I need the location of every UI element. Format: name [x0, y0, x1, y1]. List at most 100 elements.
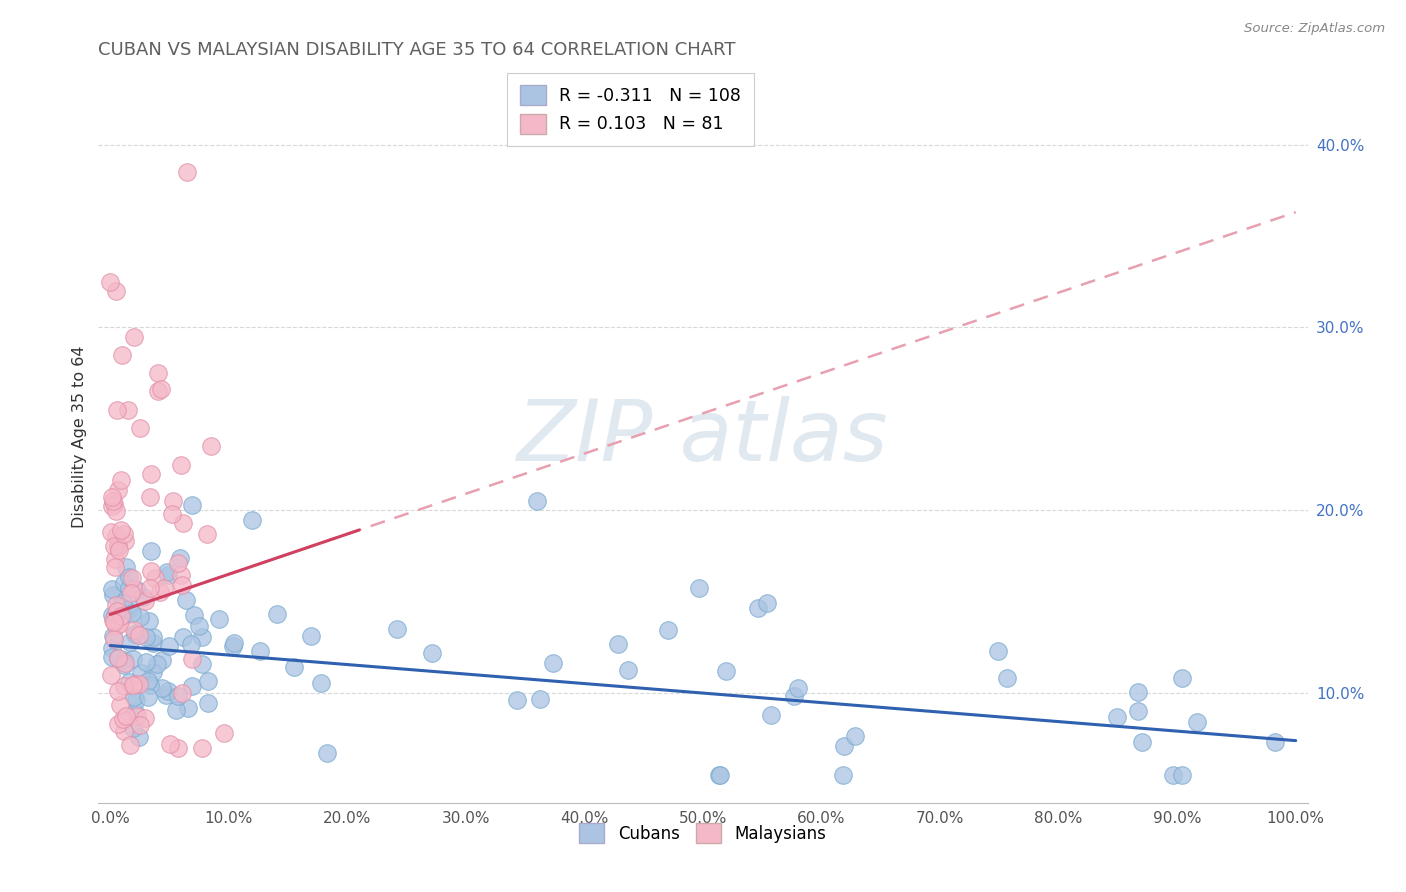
Point: [160, 507, 183, 521]
Point: [136, 690, 159, 704]
Point: [420, 646, 443, 660]
Point: [134, 711, 156, 725]
Point: [132, 590, 155, 604]
Point: [169, 551, 191, 566]
Point: [138, 614, 160, 628]
Point: [159, 737, 181, 751]
Point: [506, 692, 529, 706]
Point: [181, 498, 204, 512]
Point: [104, 552, 127, 566]
Point: [709, 768, 731, 782]
Point: [150, 653, 173, 667]
Point: [124, 677, 146, 691]
Legend: R = -0.311   N = 108, R = 0.103   N = 81: R = -0.311 N = 108, R = 0.103 N = 81: [508, 73, 754, 145]
Point: [1128, 704, 1150, 718]
Point: [122, 582, 145, 596]
Text: Source: ZipAtlas.com: Source: ZipAtlas.com: [1244, 22, 1385, 36]
Point: [1185, 714, 1208, 729]
Point: [120, 738, 142, 752]
Point: [170, 686, 193, 700]
Point: [150, 681, 173, 696]
Point: [155, 688, 177, 702]
Point: [146, 366, 169, 380]
Point: [756, 597, 779, 611]
Point: [707, 768, 730, 782]
Point: [170, 578, 193, 592]
Point: [138, 678, 160, 692]
Point: [105, 284, 128, 298]
Point: [101, 493, 124, 508]
Point: [114, 657, 136, 671]
Point: [172, 630, 194, 644]
Point: [111, 596, 134, 610]
Point: [104, 599, 127, 613]
Point: [104, 504, 127, 518]
Point: [108, 616, 131, 631]
Point: [214, 726, 236, 740]
Point: [103, 496, 125, 510]
Point: [1161, 768, 1184, 782]
Point: [180, 652, 202, 666]
Point: [541, 656, 564, 670]
Point: [782, 689, 804, 703]
Point: [301, 629, 323, 643]
Point: [146, 657, 169, 672]
Point: [128, 677, 150, 691]
Point: [714, 664, 737, 678]
Point: [208, 612, 231, 626]
Point: [283, 660, 305, 674]
Point: [191, 657, 214, 671]
Point: [197, 673, 219, 688]
Point: [112, 576, 135, 591]
Point: [156, 568, 179, 582]
Point: [169, 567, 191, 582]
Point: [117, 402, 139, 417]
Point: [747, 601, 769, 615]
Point: [112, 724, 135, 739]
Point: [136, 673, 159, 688]
Point: [129, 421, 152, 435]
Point: [181, 679, 204, 693]
Point: [105, 529, 128, 543]
Point: [104, 560, 127, 574]
Point: [124, 705, 146, 719]
Point: [1264, 735, 1286, 749]
Text: CUBAN VS MALAYSIAN DISABILITY AGE 35 TO 64 CORRELATION CHART: CUBAN VS MALAYSIAN DISABILITY AGE 35 TO …: [98, 41, 735, 59]
Point: [385, 623, 408, 637]
Point: [118, 601, 141, 615]
Point: [120, 586, 142, 600]
Point: [195, 526, 218, 541]
Point: [107, 650, 129, 665]
Point: [688, 582, 710, 596]
Point: [167, 740, 190, 755]
Point: [121, 571, 143, 585]
Point: [107, 650, 129, 665]
Point: [149, 383, 172, 397]
Point: [142, 665, 165, 680]
Point: [142, 636, 165, 650]
Point: [122, 721, 145, 735]
Point: [101, 629, 124, 643]
Point: [1130, 735, 1153, 749]
Point: [222, 636, 245, 650]
Point: [135, 630, 157, 644]
Point: [190, 740, 212, 755]
Point: [221, 639, 243, 653]
Point: [249, 644, 271, 658]
Point: [200, 439, 222, 453]
Point: [187, 619, 209, 633]
Point: [987, 644, 1010, 658]
Point: [101, 649, 124, 664]
Point: [170, 458, 193, 472]
Point: [141, 544, 163, 558]
Point: [107, 541, 129, 555]
Point: [135, 655, 157, 669]
Point: [114, 709, 136, 723]
Point: [176, 593, 198, 607]
Point: [157, 684, 180, 698]
Point: [100, 525, 122, 540]
Point: [127, 708, 149, 723]
Point: [125, 692, 148, 706]
Point: [176, 165, 198, 179]
Point: [657, 624, 679, 638]
